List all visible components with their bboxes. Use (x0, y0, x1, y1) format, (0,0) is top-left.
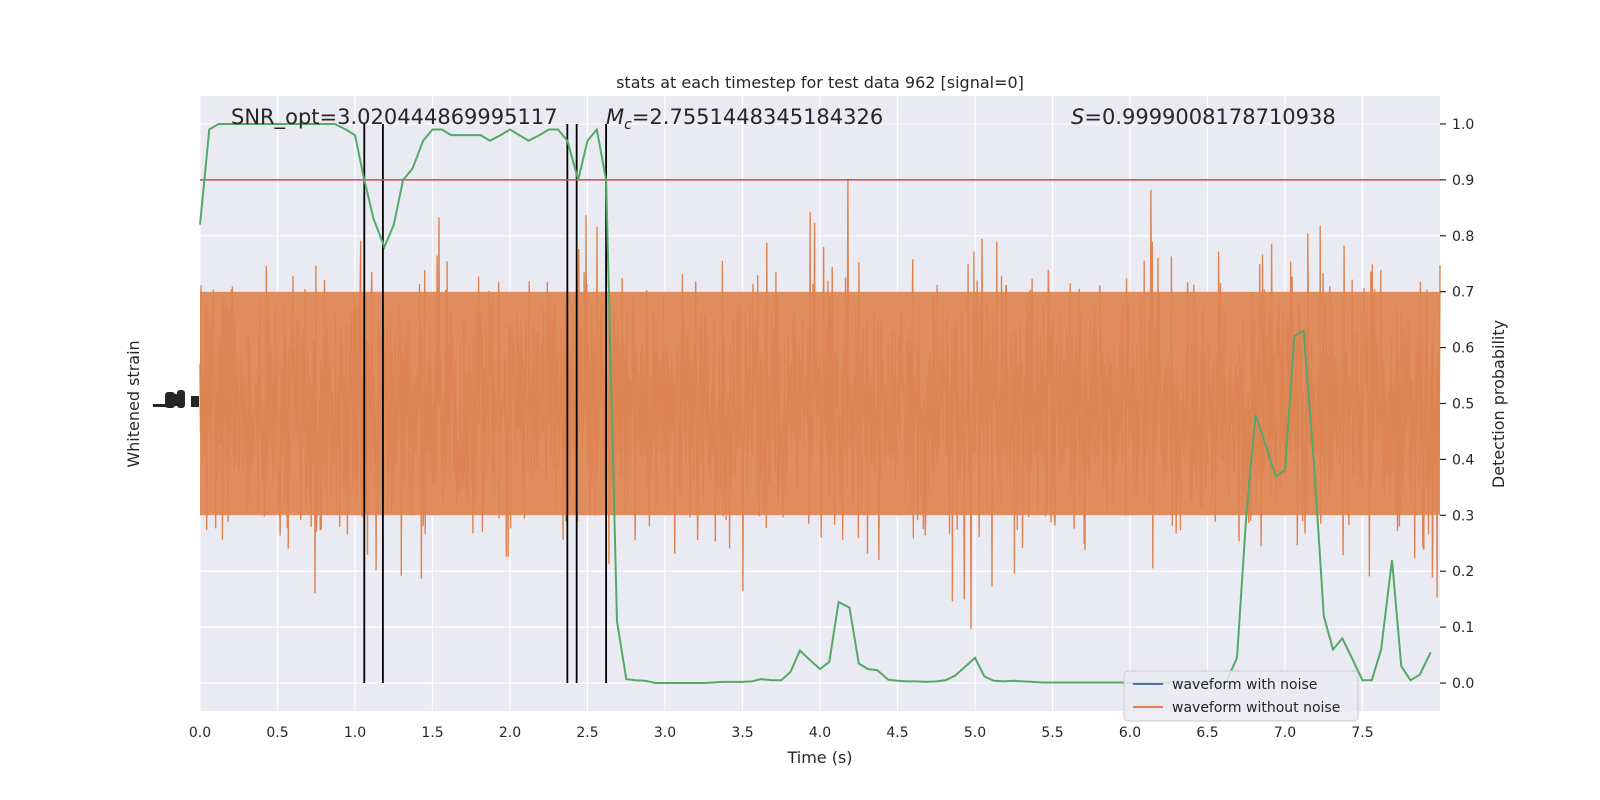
whitened-strain-trace (199, 178, 1441, 629)
whitened-strain-band (200, 291, 1440, 516)
x-tick-label: 2.0 (499, 725, 521, 741)
y-tick-label: 0.8 (1452, 229, 1474, 245)
y-tick-label: 0.4 (1452, 452, 1474, 468)
x-tick-label: 5.0 (964, 725, 986, 741)
y-tick-label: 0.0 (1452, 676, 1474, 692)
score-annotation: S=0.9999008178710938 (1071, 105, 1336, 129)
x-tick-label: 3.0 (654, 725, 676, 741)
x-tick-label: 4.0 (809, 725, 831, 741)
y-tick-label: 0.3 (1452, 508, 1474, 524)
x-tick-label: 2.5 (576, 725, 598, 741)
chart-title: stats at each timestep for test data 962… (616, 73, 1024, 92)
x-tick-label: 7.0 (1274, 725, 1296, 741)
snr-annotation: SNR_opt=3.020444869995117 (231, 105, 558, 130)
y-tick-label: 0.2 (1452, 564, 1474, 580)
legend-label-waveform-with-noise: waveform with noise (1172, 677, 1317, 693)
legend: waveform with noise waveform without noi… (1123, 670, 1359, 722)
x-tick-label: 4.5 (886, 725, 908, 741)
x-tick-label: 5.5 (1041, 725, 1063, 741)
x-tick-label: 0.5 (266, 725, 288, 741)
x-tick-label: 1.0 (344, 725, 366, 741)
x-tick-label: 1.5 (421, 725, 443, 741)
legend-label-waveform-without-noise: waveform without noise (1172, 700, 1340, 716)
y-axis-left-label: Whitened strain (124, 340, 143, 467)
y-tick-label: 0.6 (1452, 341, 1474, 357)
x-tick-label: 0.0 (189, 725, 211, 741)
x-axis-label: Time (s) (786, 748, 852, 767)
y-tick-label: 0.5 (1452, 397, 1474, 413)
y-axis-right-label: Detection probability (1489, 320, 1508, 488)
left-axis-tick-cluster (153, 390, 199, 408)
x-tick-label: 6.5 (1196, 725, 1218, 741)
y-tick-label: 0.1 (1452, 620, 1474, 636)
y-tick-label: 0.9 (1452, 173, 1474, 189)
y-axis-right-ticks: 0.0 0.1 0.2 0.3 0.4 0.5 0.6 0.7 0.8 0.9 1.0 (1440, 117, 1474, 692)
x-tick-label: 3.5 (731, 725, 753, 741)
x-tick-label: 6.0 (1119, 725, 1141, 741)
y-tick-label: 0.7 (1452, 285, 1474, 301)
x-tick-label: 7.5 (1351, 725, 1373, 741)
chirp-mass-annotation: Mc=2.7551448345184326 (606, 105, 883, 133)
y-tick-label: 1.0 (1452, 117, 1474, 133)
x-axis-ticks: 0.0 0.5 1.0 1.5 2.0 2.5 3.0 3.5 4.0 4.5 5.0 5.5 6.0 6… (189, 725, 1374, 741)
